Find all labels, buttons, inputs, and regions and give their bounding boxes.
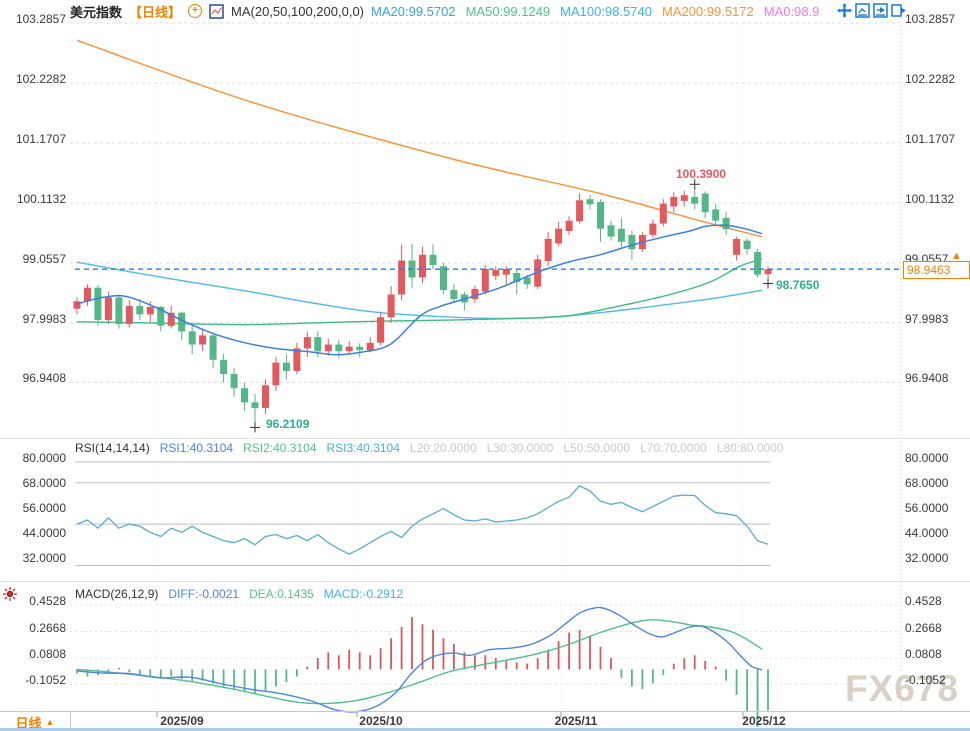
rsi-title[interactable]: RSI(14,14,14) [75, 441, 150, 455]
ma-settings[interactable]: MA(20,50,100,200,0,0) [231, 3, 365, 19]
price-axis-label: 97.9983 [22, 311, 66, 326]
ma-value-label: MA100:98.5740 [560, 3, 652, 19]
pane-separator [0, 438, 970, 439]
x-axis-label: 2025/09 [160, 714, 204, 728]
macd-axis-label: 0.0808 [905, 647, 942, 661]
rsi-value-label: L30:30.0000 [486, 441, 554, 455]
x-axis-label: 2025/12 [742, 714, 786, 728]
macd-axis-label: 0.2668 [905, 620, 942, 635]
price-axis-label: 103.2857 [905, 12, 956, 26]
price-axis-label: 99.0557 [22, 252, 66, 266]
price-axis-label: 102.2282 [15, 72, 66, 86]
rsi-axis-label: 68.0000 [22, 476, 66, 490]
reset-view-icon[interactable] [891, 3, 906, 18]
rsi-value-label: L70:70.0000 [640, 441, 707, 455]
rsi-axis-label: 32.0000 [905, 550, 949, 565]
last-low-label: 98.7650 [776, 278, 820, 292]
macd-axis-label: -0.1052 [25, 673, 66, 688]
price-axis-label: 103.2857 [15, 12, 66, 26]
add-indicator-icon[interactable]: + [188, 4, 203, 18]
ma-value-label: MA200:99.5172 [661, 3, 754, 19]
rsi-axis-label: 68.0000 [905, 476, 949, 490]
price-axis-arrow-icon[interactable]: ▲ [951, 250, 962, 262]
ma-value-label: MA0:98.9 [763, 3, 820, 19]
rsi-value-label: RSI3:40.3104 [326, 441, 400, 455]
macd-value-label: DEA:0.1435 [249, 587, 314, 601]
macd-values: DIFF:-0.0021 DEA:0.1435 MACD:-0.2912 [168, 587, 403, 601]
ma-value-label: MA50:99.1249 [465, 3, 551, 19]
rsi-value-label: L50:50.0000 [563, 441, 631, 455]
ma-value-label: MA20:99.5702 [371, 3, 456, 19]
price-axis-label: 101.1707 [905, 132, 956, 146]
high-price-label: 100.3900 [676, 167, 727, 181]
symbol-name: 美元指数 [70, 4, 123, 20]
chart-toolbar [837, 3, 906, 18]
macd-axis-label: 0.0808 [29, 647, 66, 661]
price-axis-label: 101.1707 [15, 132, 66, 146]
rsi-axis-label: 80.0000 [905, 451, 949, 465]
price-axis-label: 102.2282 [905, 72, 956, 86]
period-tab-label: 日线 [15, 715, 42, 731]
price-axis-label: 96.9408 [905, 371, 949, 386]
rsi-value-label: RSI1:40.3104 [159, 441, 234, 455]
price-axis-label: 97.9983 [905, 311, 949, 326]
watermark: FX678 [845, 668, 960, 709]
macd-value-label: DIFF:-0.0021 [168, 587, 240, 601]
macd-axis-label: 0.2668 [29, 620, 66, 635]
period-tab-daily[interactable]: 日线 ▲ [0, 711, 71, 731]
zoom-out-range-icon[interactable] [873, 3, 888, 18]
chart-header: 美元指数 【日线】 + MA(20,50,100,200,0,0) MA20:9… [70, 3, 819, 20]
axis-border [0, 711, 970, 712]
macd-axis-label: 0.4528 [29, 594, 66, 608]
macd-title[interactable]: MACD(26,12,9) [75, 587, 159, 601]
macd-header: MACD(26,12,9) DIFF:-0.0021 DEA:0.1435 MACD… [75, 587, 403, 601]
move-crosshair-icon[interactable] [837, 3, 852, 18]
rsi-axis-label: 56.0000 [22, 501, 66, 515]
rsi-value-label: L80:80.0000 [716, 441, 784, 455]
current-price-box[interactable]: 98.9463 [903, 261, 970, 279]
macd-axis-label: -0.1052 [905, 673, 946, 688]
chevron-up-icon: ▲ [45, 717, 55, 727]
rsi-axis-label: 44.0000 [905, 525, 949, 540]
rsi-axis-label: 56.0000 [905, 501, 949, 515]
low-price-label: 96.2109 [266, 417, 310, 431]
price-axis-label: 96.9408 [22, 371, 66, 386]
rsi-axis-label: 44.0000 [22, 525, 66, 540]
period-tag[interactable]: 【日线】 [129, 4, 182, 20]
ma-values: MA20:99.5702 MA50:99.1249 MA100:98.5740 MA2… [371, 4, 819, 19]
macd-axis-label: 0.4528 [905, 594, 942, 608]
price-axis-label: 100.1132 [16, 192, 66, 206]
x-axis-label: 2025/10 [359, 714, 403, 728]
alert-burst-icon[interactable] [2, 586, 18, 607]
macd-value-label: MACD:-0.2912 [323, 587, 404, 601]
rsi-value-label: L20:20.0000 [409, 441, 477, 455]
zoom-in-range-icon[interactable] [855, 3, 870, 18]
rsi-values: RSI1:40.3104 RSI2:40.3104 RSI3:40.3104 L20:… [160, 441, 784, 455]
pane-separator [0, 581, 970, 582]
x-axis-label: 2025/11 [554, 714, 598, 728]
chart-icon [209, 3, 224, 19]
rsi-header: RSI(14,14,14) RSI1:40.3104 RSI2:40.3104 RS… [75, 441, 784, 455]
rsi-axis-label: 32.0000 [22, 550, 66, 565]
rsi-axis-label: 80.0000 [22, 451, 66, 465]
price-axis-label: 100.1132 [905, 192, 955, 206]
rsi-value-label: RSI2:40.3104 [243, 441, 317, 455]
bottom-scrollbar[interactable] [0, 728, 970, 731]
